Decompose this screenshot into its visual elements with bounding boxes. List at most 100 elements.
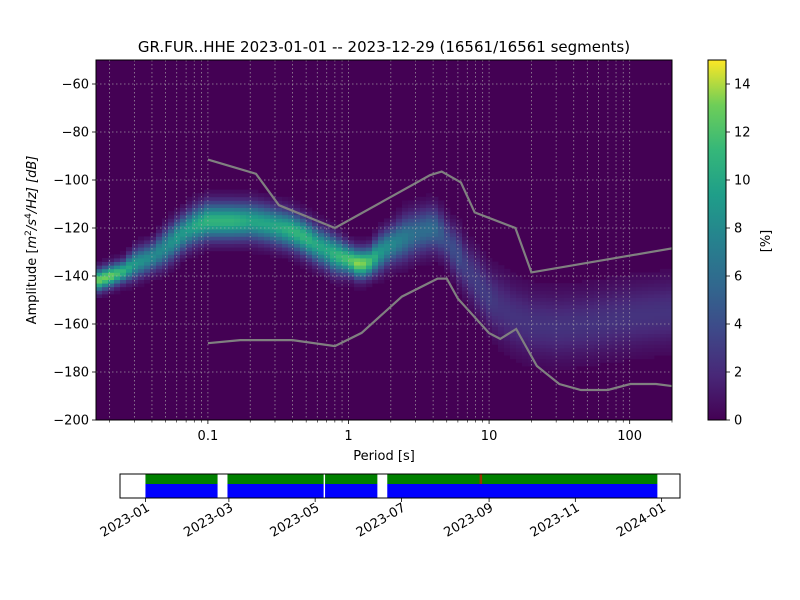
heatmap-cell <box>660 351 667 356</box>
heatmap-cell <box>474 290 481 295</box>
heatmap-cell <box>318 247 325 252</box>
heatmap-cell <box>540 315 547 320</box>
heatmap-cell <box>330 229 337 234</box>
heatmap-cell <box>636 333 643 338</box>
heatmap-cell <box>576 319 583 324</box>
heatmap-cell <box>522 326 529 331</box>
heatmap-cell <box>456 247 463 252</box>
heatmap-cell <box>336 261 343 266</box>
heatmap-cell <box>420 236 427 241</box>
heatmap-cell <box>246 247 253 252</box>
heatmap-cell <box>186 218 193 223</box>
heatmap-cell <box>258 236 265 241</box>
heatmap-cell <box>240 236 247 241</box>
heatmap-cell <box>390 240 397 244</box>
heatmap-cell <box>606 355 613 360</box>
heatmap-cell <box>654 319 661 324</box>
heatmap-cell <box>180 254 187 259</box>
heatmap-cell <box>312 272 319 277</box>
heatmap-cell <box>642 304 649 309</box>
heatmap-cell <box>468 254 475 259</box>
heatmap-cell <box>414 200 421 205</box>
heatmap-cell <box>228 243 235 248</box>
heatmap-cell <box>630 312 637 316</box>
heatmap-cell <box>252 207 259 212</box>
heatmap-cell <box>540 366 547 370</box>
heatmap-cell <box>456 243 463 248</box>
heatmap-cell <box>276 207 283 212</box>
heatmap-cell <box>588 308 595 313</box>
heatmap-cell <box>408 258 415 262</box>
heatmap-cell <box>594 286 601 291</box>
heatmap-cell <box>126 279 133 284</box>
heatmap-cell <box>438 222 445 226</box>
heatmap-cell <box>264 196 271 201</box>
heatmap-cell <box>390 272 397 277</box>
heatmap-cell <box>600 330 607 334</box>
heatmap-cell <box>546 297 553 302</box>
heatmap-cell <box>660 294 667 298</box>
heatmap-cell <box>510 301 517 306</box>
heatmap-cell <box>264 236 271 241</box>
heatmap-cell <box>648 330 655 334</box>
heatmap-cell <box>480 261 487 266</box>
heatmap-cell <box>426 207 433 212</box>
heatmap-cell <box>264 204 271 208</box>
heatmap-cell <box>588 322 595 327</box>
heatmap-cell <box>612 315 619 320</box>
heatmap-cell <box>492 304 499 309</box>
heatmap-cell <box>444 250 451 255</box>
heatmap-cell <box>252 247 259 252</box>
heatmap-cell <box>96 265 103 270</box>
heatmap-cell <box>654 344 661 349</box>
heatmap-cell <box>492 330 499 334</box>
heatmap-cell <box>324 243 331 248</box>
heatmap-cell <box>96 283 103 288</box>
heatmap-cell <box>528 340 535 345</box>
heatmap-cell <box>288 243 295 248</box>
heatmap-cell <box>108 258 115 262</box>
heatmap-cell <box>630 286 637 291</box>
heatmap-cell <box>480 254 487 259</box>
heatmap-cell <box>660 312 667 316</box>
y-tick-label: −80 <box>62 126 89 141</box>
heatmap-cell <box>288 240 295 244</box>
heatmap-cell <box>420 240 427 244</box>
heatmap-cell <box>366 279 373 284</box>
heatmap-cell <box>204 196 211 201</box>
heatmap-cell <box>324 276 331 280</box>
heatmap-cell <box>630 315 637 320</box>
heatmap-cell <box>510 286 517 291</box>
heatmap-cell <box>240 214 247 219</box>
heatmap-cell <box>294 236 301 241</box>
heatmap-cell <box>576 322 583 327</box>
noise-model-lines <box>207 158 672 392</box>
heatmap-cell <box>258 240 265 244</box>
heatmap-cell <box>324 225 331 230</box>
heatmap-cell <box>480 279 487 284</box>
heatmap-cell <box>510 312 517 316</box>
heatmap-cell <box>642 344 649 349</box>
heatmap-cell <box>378 236 385 241</box>
heatmap-cell <box>570 344 577 349</box>
heatmap-cell <box>606 358 613 363</box>
heatmap-cell <box>216 240 223 244</box>
heatmap-cell <box>570 337 577 342</box>
heatmap-cell <box>654 304 661 309</box>
heatmap-cell <box>408 225 415 230</box>
heatmap-cell <box>252 225 259 230</box>
heatmap-cell <box>306 211 313 216</box>
heatmap-cell <box>558 351 565 356</box>
heatmap-cell <box>648 286 655 291</box>
heatmap-cell <box>234 243 241 248</box>
heatmap-cell <box>510 290 517 295</box>
heatmap-cell <box>534 326 541 331</box>
heatmap-cell <box>558 330 565 334</box>
heatmap-cell <box>132 243 139 248</box>
heatmap-cell <box>654 330 661 334</box>
heatmap-cell <box>168 250 175 255</box>
heatmap-cell <box>354 236 361 241</box>
heatmap-cell <box>492 286 499 291</box>
heatmap-cell <box>156 247 163 252</box>
heatmap-cell <box>648 294 655 298</box>
